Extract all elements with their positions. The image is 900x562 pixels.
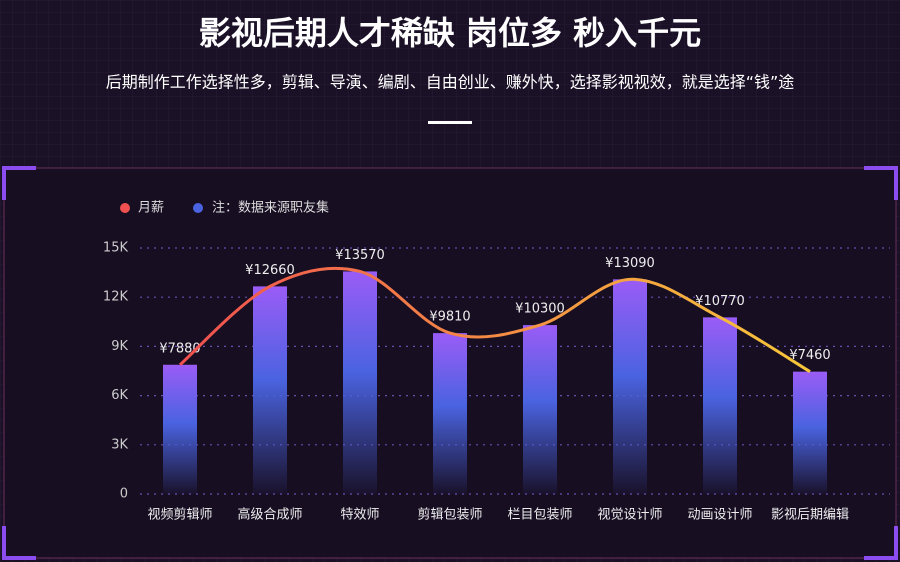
y-tick-label: 0 <box>120 487 128 502</box>
bar <box>163 364 197 494</box>
bar <box>253 286 287 494</box>
legend-marker <box>120 203 130 213</box>
bar <box>703 317 737 494</box>
corner-brackets <box>2 166 898 560</box>
value-label: ¥9810 <box>429 310 470 325</box>
value-label: ¥10300 <box>515 302 565 317</box>
y-tick-label: 6K <box>111 388 128 403</box>
y-tick-label: 15K <box>103 241 129 256</box>
x-tick-label: 视觉设计师 <box>597 508 662 523</box>
bar <box>523 325 557 494</box>
bar <box>793 371 827 494</box>
subtitle: 后期制作工作选择性多，剪辑、导演、编剧、自由创业、赚外快，选择影视视效，就是选择… <box>106 73 795 92</box>
y-tick-label: 9K <box>111 339 128 354</box>
value-label: ¥12660 <box>245 263 295 278</box>
x-tick-label: 特效师 <box>340 508 379 523</box>
x-tick-label: 视频剪辑师 <box>147 507 212 523</box>
x-tick-label: 剪辑包装师 <box>417 507 482 523</box>
title: 影视后期人才稀缺 岗位多 秒入千元 <box>199 14 701 52</box>
note-marker <box>193 203 203 213</box>
value-label: ¥7880 <box>159 341 200 356</box>
y-tick-label: 3K <box>111 437 128 452</box>
bar <box>343 271 377 494</box>
y-tick-label: 12K <box>103 290 129 305</box>
value-label: ¥10770 <box>695 294 745 309</box>
x-tick-label: 高级合成师 <box>237 507 302 523</box>
legend-label: 月薪 <box>138 201 164 216</box>
value-label: ¥13090 <box>605 256 655 271</box>
value-label: ¥7460 <box>789 348 830 363</box>
bar <box>433 333 467 494</box>
x-tick-label: 栏目包装师 <box>507 508 572 523</box>
bar <box>613 279 647 494</box>
note: 注：数据来源职友集 <box>212 200 329 216</box>
x-tick-label: 动画设计师 <box>687 508 752 523</box>
x-tick-label: 影视后期编辑 <box>771 508 849 523</box>
value-label: ¥13570 <box>335 248 385 263</box>
salary-line <box>179 266 811 373</box>
divider <box>428 121 472 124</box>
